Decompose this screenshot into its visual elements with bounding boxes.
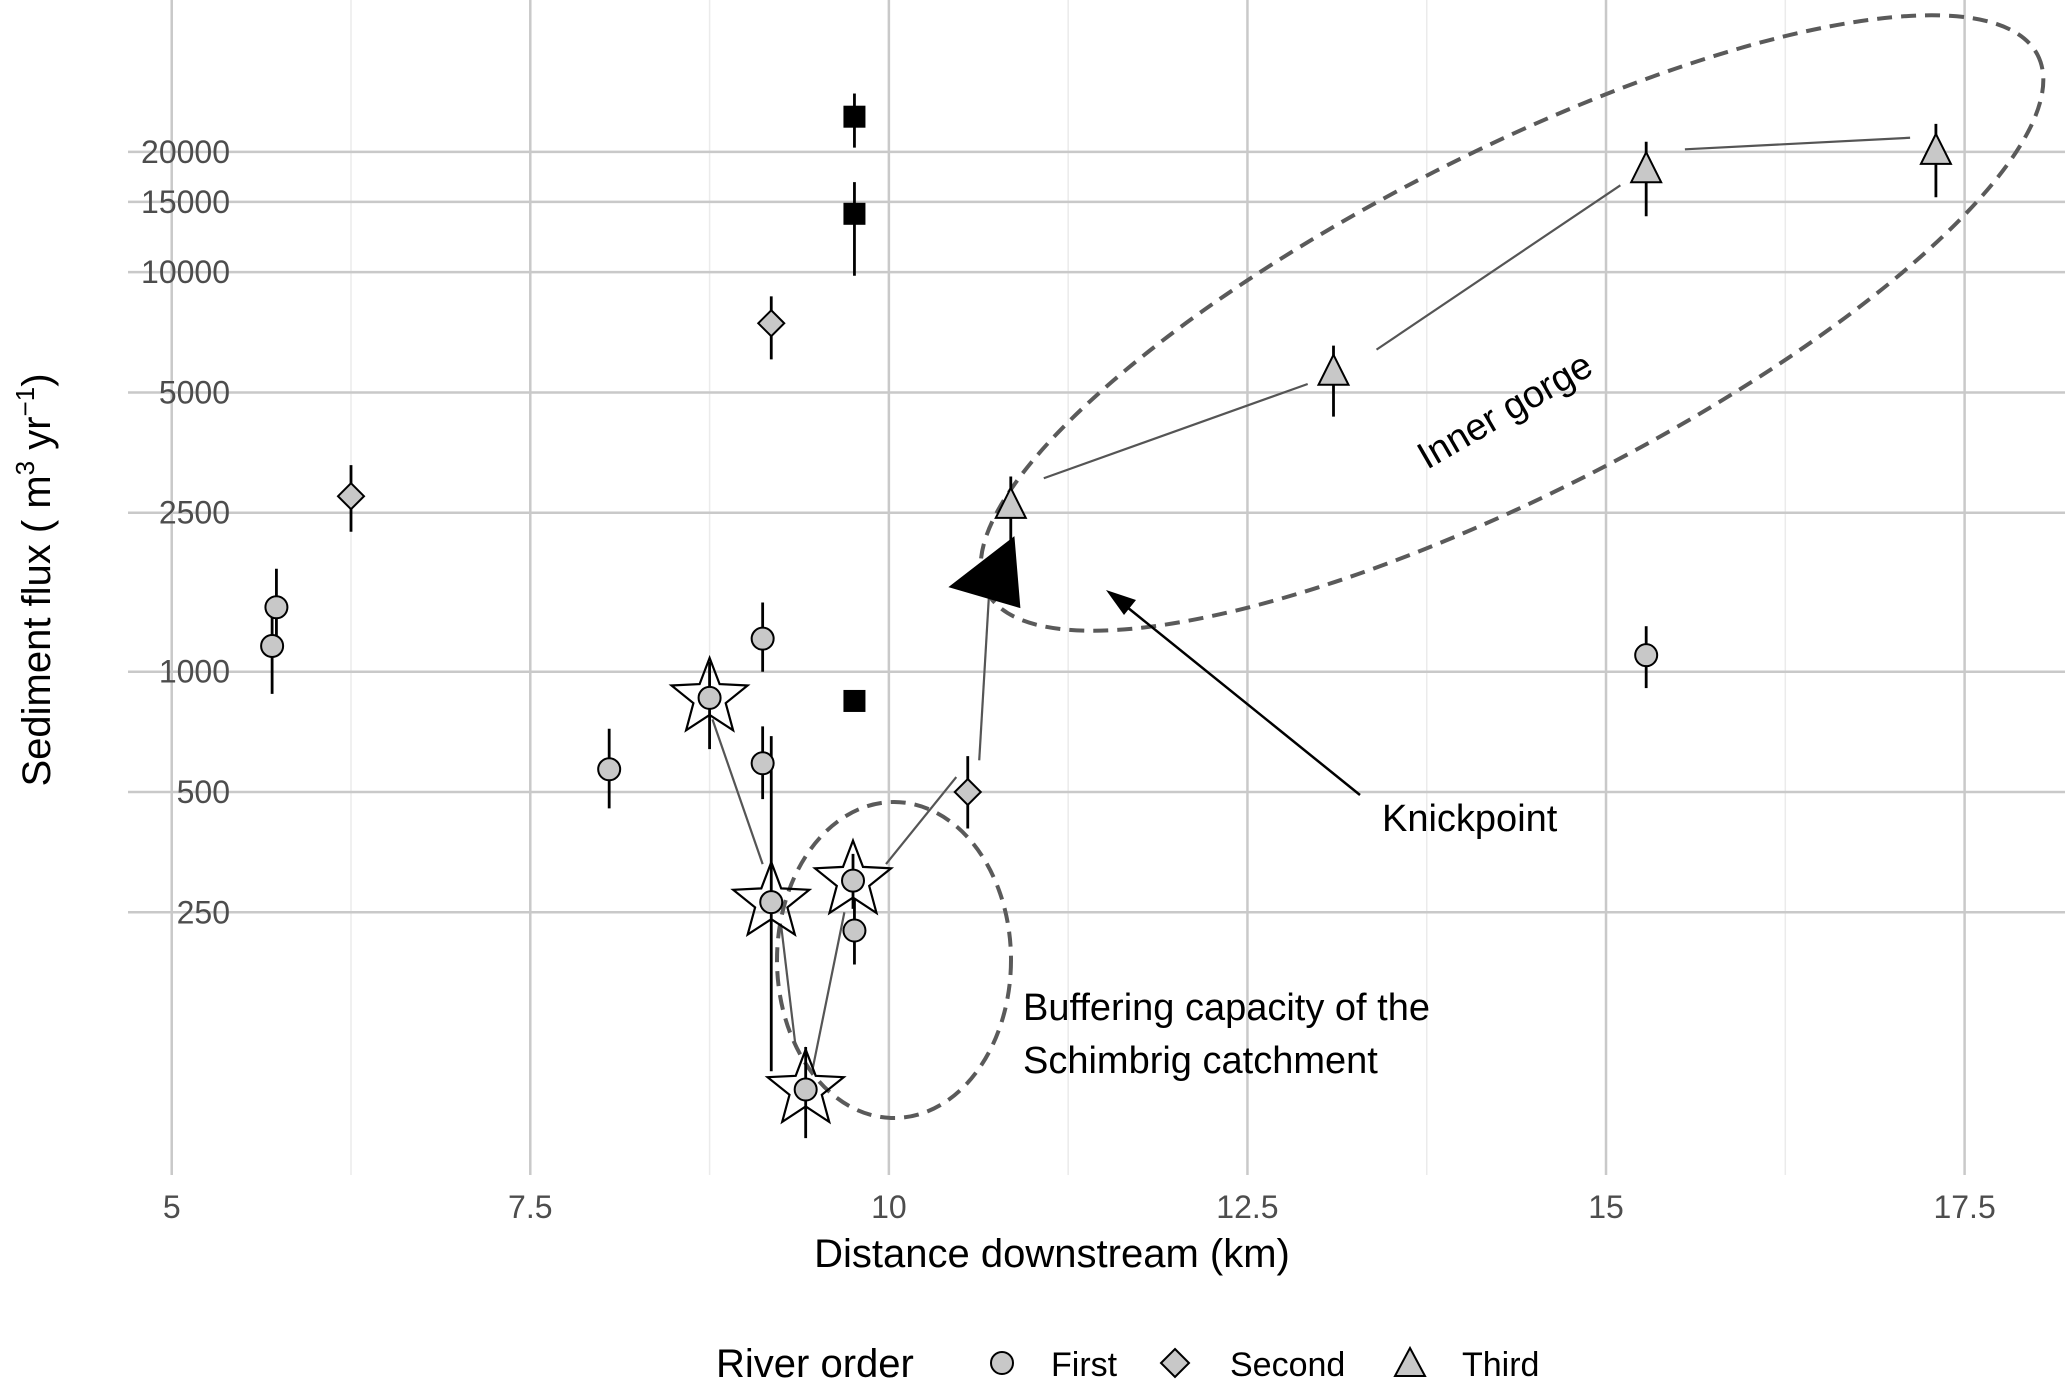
error-bars bbox=[270, 93, 1938, 1139]
connector-line bbox=[1684, 136, 1911, 151]
star-marker bbox=[812, 837, 895, 916]
legend-diamond-icon bbox=[1159, 1347, 1191, 1379]
circle-point bbox=[750, 751, 775, 776]
connector-lines bbox=[711, 136, 1911, 1069]
diamond-point bbox=[336, 481, 366, 511]
star-marker bbox=[668, 654, 751, 733]
inner-gorge-ellipse bbox=[978, 13, 2046, 633]
circle-point bbox=[260, 633, 285, 658]
legend: River order First Second Third bbox=[716, 1342, 1539, 1381]
y-tick-label: 2500 bbox=[159, 495, 230, 531]
knickpoint-arrow bbox=[1106, 590, 1361, 796]
legend-label-second: Second bbox=[1230, 1346, 1345, 1381]
connector-line bbox=[1375, 184, 1621, 351]
annotation-ellipses bbox=[775, 13, 2046, 1120]
square-point bbox=[843, 689, 866, 712]
triangle-point bbox=[994, 485, 1028, 519]
knickpoint-marker bbox=[948, 536, 1021, 609]
circle-point bbox=[264, 595, 289, 620]
x-tick-label: 5 bbox=[163, 1189, 181, 1225]
circle-point bbox=[750, 626, 775, 651]
legend-title: River order bbox=[716, 1342, 914, 1381]
star-marker bbox=[764, 1046, 847, 1125]
connector-line bbox=[885, 776, 958, 865]
x-tick-labels: 5 7.5 10 12.5 15 17.5 bbox=[163, 1189, 1996, 1225]
buffering-label-line1: Buffering capacity of the bbox=[1023, 987, 1430, 1029]
y-tick-label: 1000 bbox=[159, 654, 230, 690]
y-tick-label: 250 bbox=[177, 894, 230, 930]
x-tick-label: 7.5 bbox=[508, 1189, 552, 1225]
y-axis-sup-3: 3 bbox=[10, 461, 40, 475]
grid-lines bbox=[128, 0, 2065, 1175]
y-tick-label: 10000 bbox=[141, 254, 230, 290]
y-tick-label: 5000 bbox=[159, 374, 230, 410]
square-point bbox=[843, 105, 866, 128]
connector-line bbox=[1043, 382, 1309, 480]
diamond-point bbox=[953, 777, 983, 807]
circle-point bbox=[842, 918, 867, 943]
star-markers bbox=[668, 654, 895, 1125]
legend-circle-icon bbox=[990, 1351, 1014, 1375]
star-marker bbox=[730, 859, 813, 937]
circle-point bbox=[841, 868, 866, 893]
connector-line bbox=[711, 718, 764, 865]
buffering-ellipse bbox=[775, 800, 1013, 1120]
diamond-point bbox=[756, 308, 786, 338]
connector-line bbox=[780, 926, 797, 1048]
triangle-point bbox=[1629, 149, 1663, 184]
y-axis-title: Sediment flux ( m3 yr−1) bbox=[10, 373, 59, 786]
knickpoint-label: Knickpoint bbox=[1382, 798, 1558, 840]
inner-gorge-label: Inner gorge bbox=[1411, 344, 1600, 478]
y-tick-label: 500 bbox=[177, 774, 230, 810]
circle-point bbox=[793, 1077, 818, 1102]
x-tick-label: 12.5 bbox=[1216, 1189, 1278, 1225]
y-axis-sup-neg1: −1 bbox=[10, 387, 40, 417]
connector-line bbox=[978, 590, 991, 761]
legend-triangle-icon bbox=[1393, 1345, 1427, 1377]
data-points bbox=[260, 105, 1953, 1102]
buffering-label-line2: Schimbrig catchment bbox=[1023, 1040, 1378, 1082]
circle-point bbox=[1634, 643, 1659, 668]
y-tick-label: 15000 bbox=[141, 184, 230, 220]
triangle-point bbox=[1919, 131, 1953, 165]
x-axis-title: Distance downstream (km) bbox=[814, 1232, 1290, 1276]
circle-point bbox=[697, 685, 722, 710]
triangle-point bbox=[1316, 352, 1351, 386]
y-tick-labels: 250 500 1000 2500 5000 10000 15000 20000 bbox=[141, 134, 230, 930]
x-tick-label: 15 bbox=[1588, 1189, 1624, 1225]
circle-point bbox=[597, 757, 622, 782]
y-tick-label: 20000 bbox=[141, 134, 230, 170]
legend-label-third: Third bbox=[1462, 1346, 1539, 1381]
knickpoint-marker-group bbox=[948, 536, 1021, 609]
legend-label-first: First bbox=[1051, 1346, 1118, 1381]
circle-point bbox=[759, 890, 784, 915]
x-tick-label: 10 bbox=[871, 1189, 907, 1225]
square-point bbox=[843, 202, 866, 225]
x-tick-label: 17.5 bbox=[1933, 1189, 1995, 1225]
connector-line bbox=[811, 912, 846, 1069]
